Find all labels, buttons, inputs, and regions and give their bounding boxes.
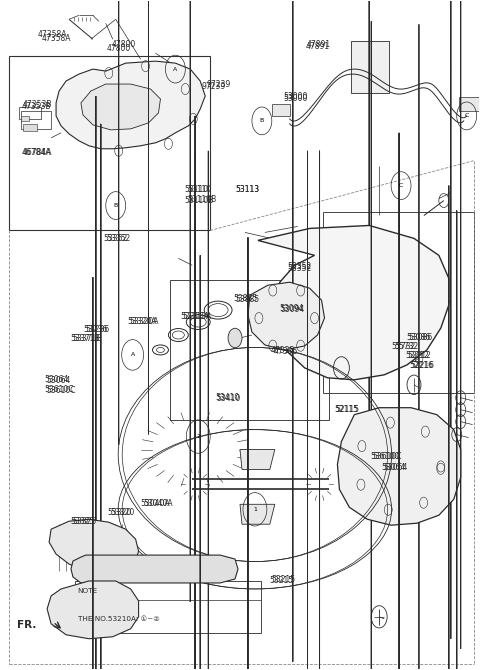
Text: 53410: 53410 [215, 393, 240, 401]
Text: THE NO.53210A: ①~②: THE NO.53210A: ①~② [78, 616, 159, 622]
Bar [9, 56, 210, 230]
Text: C: C [399, 183, 403, 188]
Text: 47800: 47800 [111, 40, 135, 50]
Polygon shape [337, 408, 461, 525]
Text: 53610C: 53610C [372, 452, 402, 461]
Bar [459, 97, 479, 111]
Bar [170, 280, 329, 419]
Text: 53110: 53110 [184, 185, 208, 194]
Bar [323, 212, 474, 393]
Text: FR.: FR. [17, 620, 36, 630]
Polygon shape [81, 84, 160, 130]
Text: 97239: 97239 [202, 82, 226, 91]
Polygon shape [258, 226, 449, 380]
Text: 47335: 47335 [271, 346, 295, 355]
Text: A: A [173, 66, 178, 72]
Text: 53215: 53215 [271, 576, 295, 584]
Polygon shape [47, 581, 139, 639]
Text: 52216: 52216 [411, 360, 435, 370]
Text: 52216: 52216 [409, 360, 433, 370]
Text: 52212: 52212 [407, 351, 431, 360]
Text: 53040A: 53040A [144, 498, 173, 508]
Text: 53610C: 53610C [44, 385, 74, 394]
Bar [21, 116, 29, 121]
Text: 52115: 52115 [334, 405, 358, 414]
Text: 53000: 53000 [283, 92, 307, 100]
Text: 1: 1 [253, 507, 257, 512]
Text: 53236: 53236 [84, 325, 108, 334]
Bar [19, 107, 41, 119]
Polygon shape [71, 555, 238, 583]
Text: 55732: 55732 [394, 342, 419, 351]
Text: 47891: 47891 [306, 42, 330, 52]
Text: 53320A: 53320A [129, 317, 159, 326]
Text: 53352: 53352 [288, 263, 312, 271]
Bar [75, 581, 262, 633]
Text: 53110: 53110 [188, 185, 212, 194]
Polygon shape [240, 505, 275, 524]
Text: 53410: 53410 [216, 394, 240, 403]
Text: 2: 2 [196, 434, 200, 439]
Text: 53215: 53215 [270, 576, 294, 585]
Text: 53086: 53086 [406, 332, 431, 342]
Text: 53040A: 53040A [141, 498, 170, 508]
Text: 53086: 53086 [408, 332, 432, 342]
Text: 53320A: 53320A [128, 317, 157, 326]
Text: NOTE: NOTE [78, 588, 98, 594]
Circle shape [228, 328, 242, 348]
Text: 53064: 53064 [383, 462, 408, 472]
Text: 53110B: 53110B [188, 195, 217, 204]
Text: 46784A: 46784A [22, 148, 51, 157]
Text: 47353B: 47353B [22, 102, 51, 111]
Text: 53320: 53320 [110, 508, 134, 517]
Text: 47358A: 47358A [42, 34, 72, 43]
Text: 53352: 53352 [288, 264, 312, 273]
Bar [23, 124, 37, 131]
Text: C: C [465, 113, 469, 119]
Text: 53610C: 53610C [371, 452, 400, 461]
Text: B: B [260, 119, 264, 123]
Text: 53113: 53113 [235, 185, 259, 194]
Text: 52212: 52212 [405, 351, 429, 360]
Text: 53325: 53325 [72, 517, 96, 527]
Text: 53094: 53094 [279, 304, 303, 313]
Bar [272, 104, 290, 116]
Text: 53352: 53352 [103, 234, 127, 243]
Text: 53236: 53236 [85, 325, 109, 334]
Text: 52115: 52115 [336, 405, 360, 414]
Text: 53885: 53885 [234, 294, 258, 303]
Text: 97239: 97239 [206, 80, 231, 89]
Text: 53094: 53094 [281, 305, 305, 314]
Text: 53000: 53000 [283, 94, 307, 103]
Text: 53610C: 53610C [47, 386, 76, 395]
Text: 47358A: 47358A [37, 30, 67, 40]
Text: 47891: 47891 [307, 40, 331, 50]
Text: 52213A: 52213A [180, 312, 210, 322]
Text: 52213A: 52213A [183, 312, 212, 322]
Text: 53113: 53113 [235, 185, 259, 194]
Text: 53371B: 53371B [71, 334, 100, 343]
Text: 47353B: 47353B [23, 100, 52, 109]
Polygon shape [248, 282, 324, 350]
Text: B: B [114, 203, 118, 208]
Polygon shape [56, 61, 205, 149]
Text: 53064: 53064 [47, 376, 71, 385]
Text: 53325: 53325 [71, 517, 95, 527]
Text: 55732: 55732 [392, 342, 416, 351]
Text: 53064: 53064 [381, 462, 406, 472]
Text: 53320: 53320 [108, 508, 132, 517]
Text: 47800: 47800 [107, 44, 131, 52]
Polygon shape [240, 450, 275, 470]
Text: 46784A: 46784A [23, 148, 52, 157]
Bar [21, 111, 51, 129]
Text: A: A [131, 352, 135, 357]
Polygon shape [49, 519, 139, 574]
Text: 53371B: 53371B [72, 334, 101, 343]
Text: 53352: 53352 [107, 234, 131, 243]
Text: 53064: 53064 [44, 375, 69, 384]
Bar [351, 42, 389, 93]
Text: 53110B: 53110B [184, 196, 214, 205]
Text: 53885: 53885 [235, 295, 259, 304]
Text: 47335: 47335 [274, 347, 298, 356]
